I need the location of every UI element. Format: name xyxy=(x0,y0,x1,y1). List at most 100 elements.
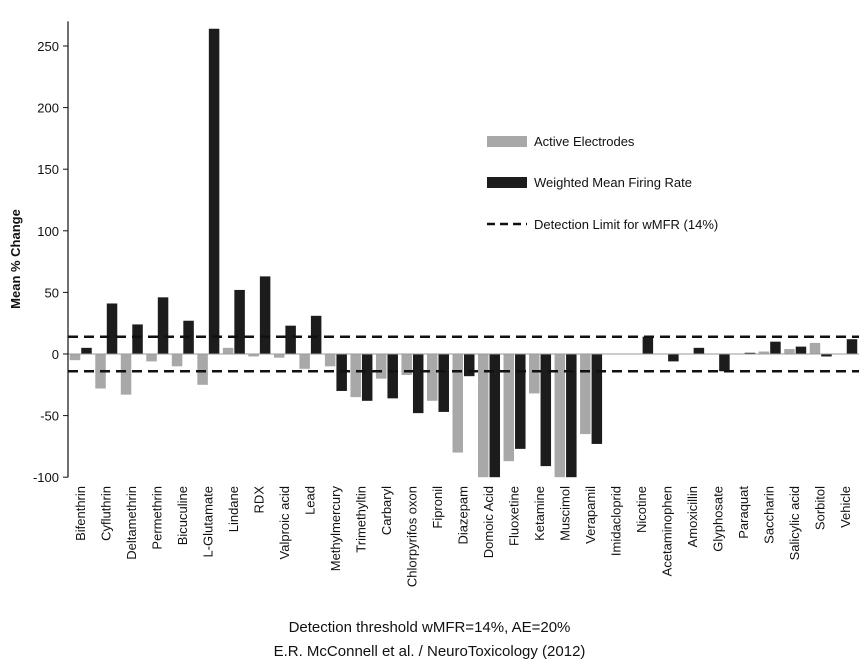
x-tick-label-cyfluthrin: Cyfluthrin xyxy=(98,486,113,541)
bar-weighted-mean-firing-rate-fluoxetine xyxy=(515,354,526,449)
bar-weighted-mean-firing-rate-cyfluthrin xyxy=(106,303,118,354)
bar-active-electrodes-lead xyxy=(299,354,310,369)
legend-swatch-weighted-mean-firing-rate xyxy=(487,177,527,188)
x-tick-label-nicotine: Nicotine xyxy=(634,486,649,533)
x-tick-label-paraquat: Paraquat xyxy=(736,486,751,539)
y-tick-label: 50 xyxy=(45,285,59,300)
x-tick-label-ketamine: Ketamine xyxy=(532,486,547,541)
bar-active-electrodes-rdx xyxy=(248,354,259,357)
x-tick-label-salicylic-acid: Salicylic acid xyxy=(787,486,802,560)
y-tick-label: -50 xyxy=(40,409,59,424)
x-tick-label-carbaryl: Carbaryl xyxy=(379,486,394,535)
x-tick-label-sorbitol: Sorbitol xyxy=(813,486,828,530)
x-tick-label-deltamethrin: Deltamethrin xyxy=(124,486,139,560)
x-tick-label-imidacloprid: Imidacloprid xyxy=(609,486,624,556)
x-tick-label-rdx: RDX xyxy=(251,486,266,514)
legend-swatch-active-electrodes xyxy=(487,136,527,147)
y-axis-label: Mean % Change xyxy=(8,209,23,309)
legend-label-active-electrodes: Active Electrodes xyxy=(534,134,635,149)
bar-weighted-mean-firing-rate-valproic-acid xyxy=(285,325,296,354)
y-tick-label: 200 xyxy=(37,101,59,116)
bar-weighted-mean-firing-rate-acetaminophen xyxy=(668,354,679,362)
x-tick-label-diazepam: Diazepam xyxy=(456,486,471,545)
x-tick-label-domoic-acid: Domoic Acid xyxy=(481,486,496,558)
bars-layer xyxy=(69,28,858,478)
bar-weighted-mean-firing-rate-lead xyxy=(310,315,322,354)
x-tick-labels: Bifenthrin Cyfluthrin Deltamethrin Permethr… xyxy=(73,486,853,588)
bar-active-electrodes-carbaryl xyxy=(375,354,387,379)
bar-weighted-mean-firing-rate-salicylic-acid xyxy=(795,346,807,354)
bar-active-electrodes-sorbitol xyxy=(809,342,821,354)
x-tick-label-lindane: Lindane xyxy=(226,486,241,532)
y-tick-label: -100 xyxy=(33,470,59,485)
bar-weighted-mean-firing-rate-lindane xyxy=(234,289,245,354)
x-tick-label-verapamil: Verapamil xyxy=(583,486,598,544)
x-tick-label-fipronil: Fipronil xyxy=(430,486,445,529)
bar-weighted-mean-firing-rate-trimethyltin xyxy=(361,354,373,401)
bar-active-electrodes-bicuculine xyxy=(171,354,183,367)
legend-label-detection-limit: Detection Limit for wMFR (14%) xyxy=(534,217,718,232)
bar-weighted-mean-firing-rate-fipronil xyxy=(438,354,449,412)
bar-active-electrodes-lindane xyxy=(222,347,234,354)
bar-active-electrodes-muscimol xyxy=(554,354,566,478)
y-tick-label: 150 xyxy=(37,162,59,177)
bar-weighted-mean-firing-rate-ketamine xyxy=(540,354,552,467)
bar-active-electrodes-chlorpyrifos-oxon xyxy=(401,354,412,375)
bar-weighted-mean-firing-rate-deltamethrin xyxy=(132,324,143,354)
bar-weighted-mean-firing-rate-paraquat xyxy=(744,352,756,354)
x-tick-label-saccharin: Saccharin xyxy=(762,486,777,544)
y-tick-label: 100 xyxy=(37,224,59,239)
x-tick-label-lead: Lead xyxy=(302,486,317,515)
bar-active-electrodes-salicylic-acid xyxy=(784,349,795,354)
bar-active-electrodes-trimethyltin xyxy=(350,354,361,398)
bar-active-electrodes-fipronil xyxy=(426,354,438,401)
bar-active-electrodes-l-glutamate xyxy=(197,354,208,385)
bar-weighted-mean-firing-rate-sorbitol xyxy=(821,354,832,357)
x-tick-label-acetaminophen: Acetaminophen xyxy=(660,486,675,576)
x-tick-label-glyphosate: Glyphosate xyxy=(711,486,726,552)
x-tick-label-trimethyltin: Trimethyltin xyxy=(353,486,368,553)
bar-active-electrodes-deltamethrin xyxy=(120,354,132,395)
bar-weighted-mean-firing-rate-diazepam xyxy=(464,354,475,377)
detection-limit-layer xyxy=(68,335,859,373)
x-tick-label-chlorpyrifos-oxon: Chlorpyrifos oxon xyxy=(404,486,419,587)
x-tick-label-fluoxetine: Fluoxetine xyxy=(507,486,522,546)
x-tick-label-bifenthrin: Bifenthrin xyxy=(73,486,88,541)
bar-weighted-mean-firing-rate-rdx xyxy=(259,276,271,354)
bar-active-electrodes-permethrin xyxy=(146,354,157,362)
bar-active-electrodes-diazepam xyxy=(452,354,463,453)
bar-active-electrodes-bifenthrin xyxy=(69,354,81,361)
bar-weighted-mean-firing-rate-verapamil xyxy=(591,354,603,444)
bar-weighted-mean-firing-rate-carbaryl xyxy=(387,354,398,399)
bar-active-electrodes-verapamil xyxy=(580,354,591,435)
x-tick-label-vehicle: Vehicle xyxy=(838,486,853,528)
x-tick-label-muscimol: Muscimol xyxy=(558,486,573,541)
bar-active-electrodes-fluoxetine xyxy=(503,354,515,462)
bar-weighted-mean-firing-rate-muscimol xyxy=(566,354,577,478)
bar-active-electrodes-ketamine xyxy=(529,354,540,394)
legend: Active Electrodes Weighted Mean Firing R… xyxy=(487,134,718,232)
bar-weighted-mean-firing-rate-saccharin xyxy=(770,341,781,354)
bar-weighted-mean-firing-rate-vehicle xyxy=(846,339,858,354)
caption-citation: E.R. McConnell et al. / NeuroToxicology … xyxy=(273,643,586,660)
x-tick-label-valproic-acid: Valproic acid xyxy=(277,486,292,559)
x-tick-label-l-glutamate: L-Glutamate xyxy=(200,486,215,558)
bar-weighted-mean-firing-rate-chlorpyrifos-oxon xyxy=(412,354,424,414)
bar-active-electrodes-valproic-acid xyxy=(273,354,285,358)
bar-active-electrodes-methylmercury xyxy=(324,354,336,367)
bar-weighted-mean-firing-rate-permethrin xyxy=(157,297,169,354)
bar-weighted-mean-firing-rate-bifenthrin xyxy=(81,347,92,354)
x-tick-label-permethrin: Permethrin xyxy=(149,486,164,550)
y-axis: -100 -50 0 50 100 150 200 250 xyxy=(33,21,69,485)
caption-detection-threshold: Detection threshold wMFR=14%, AE=20% xyxy=(288,619,571,636)
y-tick-label: 0 xyxy=(52,347,59,362)
bar-active-electrodes-saccharin xyxy=(758,351,770,354)
bar-weighted-mean-firing-rate-amoxicillin xyxy=(693,347,705,354)
bar-weighted-mean-firing-rate-domoic-acid xyxy=(489,354,501,478)
bar-weighted-mean-firing-rate-glyphosate xyxy=(719,354,730,372)
x-tick-label-methylmercury: Methylmercury xyxy=(328,486,343,572)
x-tick-label-bicuculine: Bicuculine xyxy=(175,486,190,545)
x-tick-label-amoxicillin: Amoxicillin xyxy=(685,486,700,547)
y-tick-label: 250 xyxy=(37,39,59,54)
